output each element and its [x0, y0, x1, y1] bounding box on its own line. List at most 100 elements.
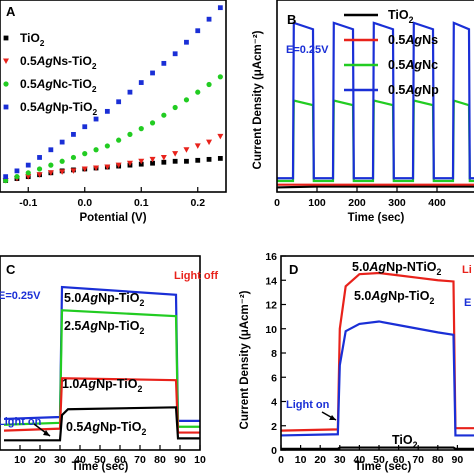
panel-c-letter: C [6, 262, 16, 277]
panel-a-point [172, 51, 178, 57]
panel-a-point [3, 177, 9, 184]
panel-a-point [195, 89, 201, 95]
panel-a-legend-marker [3, 58, 9, 64]
panel-a-frame [0, 0, 227, 193]
panel-a-point [71, 132, 76, 137]
panel-a-point [172, 151, 179, 157]
panel-c-series-label-prefix: 5.0 [64, 291, 81, 305]
panel-c-data [3, 285, 200, 442]
panel-b-legend-label-italic: Ag [404, 58, 422, 72]
panel-b-legend-label-italic: Ag [404, 83, 422, 97]
panel-a-point [81, 166, 88, 172]
panel-a-point [149, 156, 156, 163]
panel-d-y-tick-label: 10 [265, 324, 277, 336]
panel-c-x-tick-label: 50 [94, 454, 106, 466]
panel-a-point [150, 160, 155, 166]
panel-d-y-tick-label: 2 [271, 421, 277, 433]
panel-a-point [150, 70, 155, 76]
panel-c-series-label: 1.0AgNp-TiO2 [62, 377, 143, 394]
panel-a-point [59, 139, 65, 145]
panel-a-x-tick-label: 0.0 [77, 197, 92, 209]
panel-d-y-tick-label: 4 [271, 397, 277, 409]
panel-b-x-label: Time (sec) [348, 212, 405, 224]
panel-a-point [104, 164, 111, 171]
panel-a-point [172, 104, 178, 111]
panel-d-series-label-main: Np-NTiO [386, 260, 437, 274]
panel-d-light-off-label-red: Li [462, 264, 472, 276]
panel-d-y-tick-label: 0 [271, 445, 277, 457]
panel-a-legend-label-main: Nc-TiO [53, 77, 92, 91]
panel-a-point [104, 143, 110, 149]
panel-d-x-label: Time (sec) [355, 461, 412, 473]
panel-c-series-label-italic: Ag [82, 420, 100, 434]
panel-a-point [14, 168, 20, 174]
panel-a-point [126, 160, 133, 167]
panel-a-point [206, 156, 212, 162]
panel-a-legend-marker [3, 35, 9, 41]
panel-a-point [206, 16, 212, 22]
panel-a-point [194, 143, 201, 149]
panel-a-point [184, 39, 189, 45]
panel-a-point [217, 5, 223, 11]
panel-b-x-tick-label: 100 [308, 197, 326, 209]
panel-d-x-tick-label: 70 [412, 454, 424, 466]
panel-d-y-label: Current Density (μAcm⁻²) [239, 290, 251, 429]
panel-b-data [276, 21, 474, 189]
panel-a-point [149, 120, 156, 126]
panel-b-x-tick-label: 300 [388, 197, 406, 209]
panel-b: B E=0.25V 01002003004005 Time (sec) Curr… [252, 0, 474, 224]
panel-c-series-label-main: Np-TiO [98, 319, 140, 333]
panel-a-point [127, 131, 133, 137]
panel-b-x-tick-label: 400 [428, 197, 446, 209]
panel-d-series-label-prefix: 5.0 [352, 260, 369, 274]
panel-a-point [217, 74, 223, 80]
panel-d-series-label: TiO2 [392, 433, 418, 450]
panel-a-x-tick-label: 0.1 [134, 197, 149, 209]
panel-d-axis-ticks: 0 10 20 30 40 50 60 70 80 90 0 2 4 6 8 10 12 14 16 [265, 251, 463, 466]
panel-c-series-label-sub: 2 [142, 427, 147, 437]
panel-a-point [48, 162, 54, 168]
panel-b-x-tick-label: 0 [274, 197, 280, 209]
panel-b-legend-label-main: TiO [388, 8, 409, 22]
panel-c-series-label-italic: Ag [80, 319, 98, 333]
panel-d-series-label-prefix: 5.0 [354, 289, 371, 303]
panel-c-annotation: E=0.25V [0, 290, 41, 302]
panel-a-legend-label: TiO2 [20, 31, 45, 48]
panel-b-frame [276, 0, 474, 193]
panel-d-x-tick-label: 40 [354, 454, 366, 466]
panel-b-series-line [277, 21, 474, 180]
panel-d-series-label-main: TiO [392, 433, 413, 447]
panel-b-legend-label: 0.5AgNs [388, 33, 438, 47]
panel-a-point [25, 174, 32, 180]
panel-d-y-tick-label: 8 [271, 348, 277, 360]
panel-a-legend-marker [3, 104, 9, 110]
panel-a-point [115, 162, 122, 169]
panel-c-series-line [3, 285, 200, 422]
panel-d-series-line [280, 320, 474, 437]
panel-b-legend-label-main: Ns [422, 33, 438, 47]
panel-a-point [70, 154, 77, 161]
panel-a-legend-label-prefix: 0.5 [20, 100, 37, 114]
panel-a-point [104, 108, 110, 114]
panel-b-legend-label: TiO2 [388, 8, 414, 25]
panel-a-point [127, 89, 133, 95]
panel-a-point [195, 28, 201, 34]
panel-d-y-tick-label: 12 [265, 300, 277, 312]
panel-b-letter: B [287, 12, 296, 27]
panel-d-series-label-italic: Ag [370, 289, 388, 303]
panel-c: C E=0.25V 10 20 30 40 50 60 70 80 90 10 Time (sec… [0, 255, 218, 473]
panel-a-x-tick-label: -0.1 [19, 197, 37, 209]
panel-a-point [25, 162, 31, 168]
panel-c-x-tick-label: 40 [74, 454, 86, 466]
panel-a-legend-label-italic: Ag [36, 100, 54, 114]
panel-a: A -0.1 0.0 0.1 0.2 Potential (V) TiO20.5AgN… [0, 0, 227, 224]
panel-c-x-tick-label: 20 [34, 454, 46, 466]
panel-d-series-label: 5.0AgNp-TiO2 [354, 289, 435, 306]
panel-a-point [48, 147, 54, 153]
panel-c-series-label-sub: 2 [140, 326, 145, 336]
panel-a-point [184, 158, 189, 164]
panel-c-x-tick-label: 90 [174, 454, 186, 466]
panel-a-legend-label-sub: 2 [92, 107, 97, 117]
panel-d-series-label-sub: 2 [437, 267, 442, 277]
